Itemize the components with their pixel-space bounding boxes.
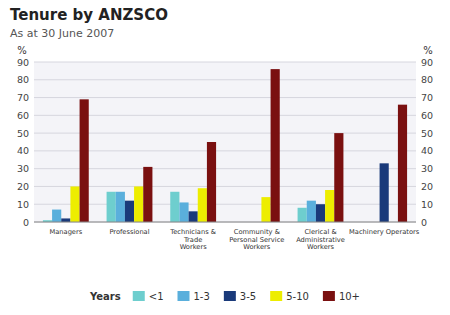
x-tick-label: Professional (109, 228, 149, 236)
legend-title: Years (89, 291, 121, 302)
bar (307, 201, 316, 222)
bar (179, 202, 188, 222)
bar (316, 204, 325, 222)
y2-tick-label: 30 (421, 163, 433, 174)
y-tick-label: 20 (17, 181, 29, 192)
bar (334, 133, 343, 222)
legend-label: <1 (149, 291, 164, 302)
y2-tick-label: 40 (421, 145, 433, 156)
y-axis-label: % (17, 45, 27, 56)
grid-line (34, 222, 416, 223)
y2-tick-label: 0 (421, 217, 427, 228)
y-tick-label: 80 (17, 74, 29, 85)
subtitle: As at 30 June 2007 (10, 27, 114, 40)
x-tick-label-line: Professional (109, 228, 149, 236)
bar (80, 99, 89, 222)
y-tick-label: 50 (17, 128, 29, 139)
legend: Years <1 1-3 3-5 5-10 10+ (89, 291, 360, 302)
bar (143, 167, 152, 222)
bar (134, 186, 143, 222)
grid-line (34, 97, 416, 98)
legend-label: 5-10 (286, 291, 309, 302)
legend-swatch (133, 291, 145, 301)
grid-line (34, 150, 416, 151)
x-tick-label-line: Workers (180, 243, 208, 251)
legend-label: 10+ (339, 291, 360, 302)
bar (52, 210, 61, 222)
y2-tick-label: 50 (421, 128, 433, 139)
title: Tenure by ANZSCO (10, 6, 168, 24)
y-tick-label: 70 (17, 92, 29, 103)
grid-line (34, 62, 416, 63)
y2-tick-label: 70 (421, 92, 433, 103)
bar (70, 186, 79, 222)
bar (298, 208, 307, 222)
y2-tick-label: 10 (421, 199, 433, 210)
x-tick-label-line: Managers (49, 228, 82, 236)
bar (61, 218, 70, 222)
grid-line (34, 168, 416, 169)
legend-label: 3-5 (240, 291, 256, 302)
bar (125, 201, 134, 222)
y2-tick-label: 90 (421, 57, 433, 68)
legend-swatch (323, 291, 335, 301)
legend-label: 1-3 (194, 291, 210, 302)
bar (398, 105, 407, 222)
y-tick-label: 0 (23, 217, 29, 228)
y2-axis-label: % (423, 45, 433, 56)
legend-swatch (178, 291, 190, 301)
x-tick-label: Managers (49, 228, 82, 236)
bar (271, 69, 280, 222)
grid-line (34, 133, 416, 134)
y-tick-label: 60 (17, 110, 29, 121)
bar (116, 192, 125, 222)
x-tick-label-line: Workers (307, 243, 335, 251)
y2-tick-label: 20 (421, 181, 433, 192)
y2-tick-label: 80 (421, 74, 433, 85)
y-tick-label: 90 (17, 57, 29, 68)
bar (380, 163, 389, 222)
x-tick-label: Clerical &AdministrativeWorkers (296, 228, 345, 251)
x-tick-label-line: Machinery Operators (349, 228, 420, 236)
bars (43, 69, 407, 222)
x-axis-line (34, 222, 416, 223)
grid-line (34, 79, 416, 80)
bar (207, 142, 216, 222)
bar (189, 211, 198, 222)
x-tick-label: Technicians &TradeWorkers (169, 228, 217, 251)
legend-swatch (270, 291, 282, 301)
plot-area (34, 62, 416, 222)
y-tick-label: 10 (17, 199, 29, 210)
bar (107, 192, 116, 222)
bar (170, 192, 179, 222)
y-tick-label: 40 (17, 145, 29, 156)
chart: Tenure by ANZSCO As at 30 June 2007 0 10 20 3… (0, 0, 450, 315)
legend-swatch (224, 291, 236, 301)
bar (198, 188, 207, 222)
x-tick-label: Community &Personal ServiceWorkers (229, 228, 284, 251)
grid-line (34, 204, 416, 205)
bar (261, 197, 270, 222)
y2-tick-label: 60 (421, 110, 433, 121)
bar (325, 190, 334, 222)
grid-line (34, 186, 416, 187)
grid-line (34, 115, 416, 116)
x-tick-label-line: Workers (243, 243, 271, 251)
x-tick-label: Machinery Operators (349, 228, 420, 236)
y-tick-label: 30 (17, 163, 29, 174)
